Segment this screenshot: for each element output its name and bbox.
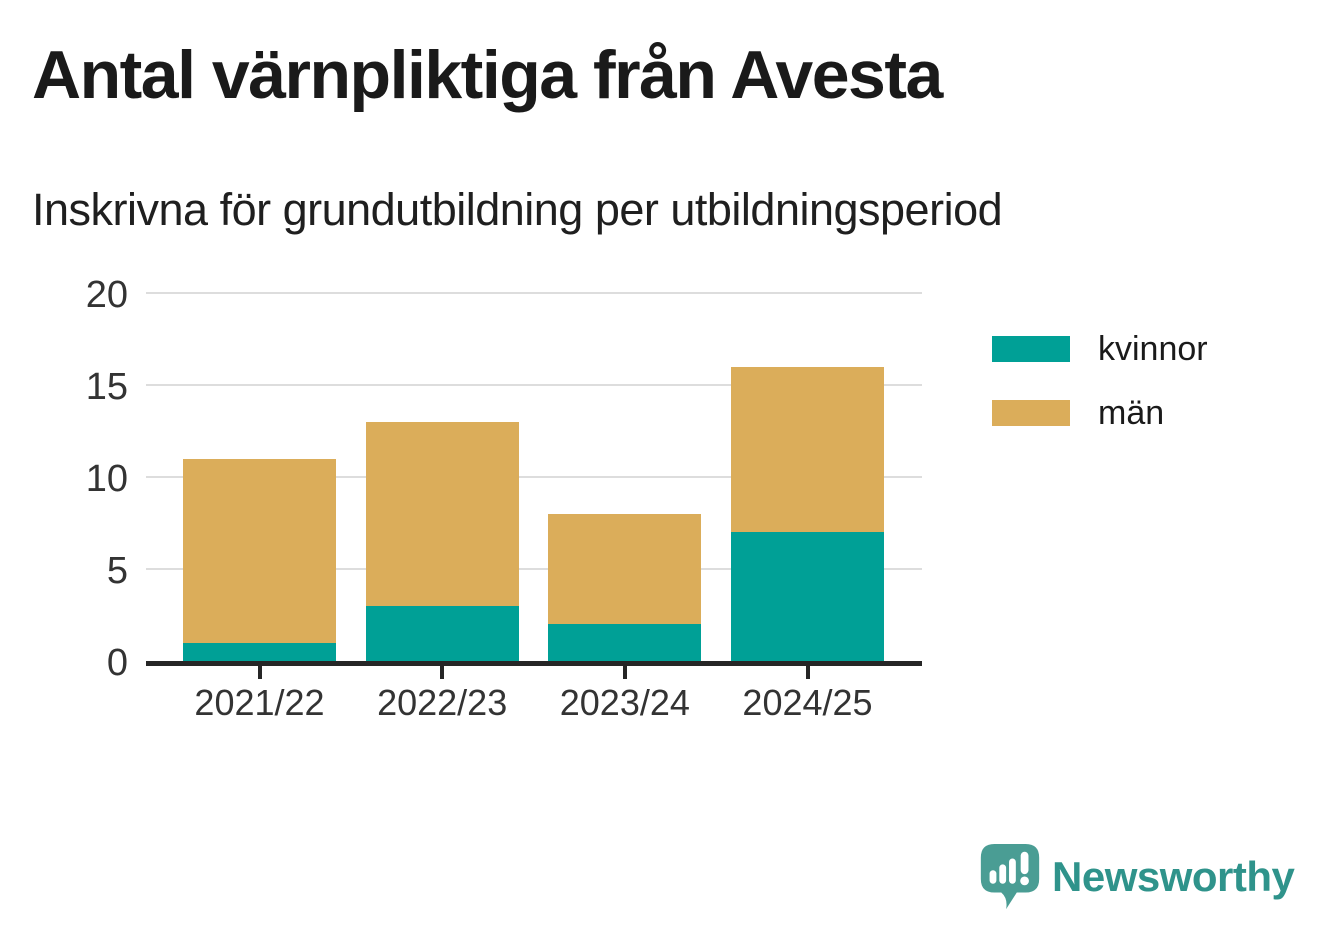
- bar-segment-män-2024-25: [731, 366, 884, 533]
- y-axis-tick-label: 10: [85, 458, 128, 500]
- legend-swatch-män: [992, 400, 1070, 426]
- x-axis-tick: [805, 666, 810, 679]
- legend-label: kvinnor: [1098, 330, 1208, 368]
- plot-area: 0 5 10 15 20 2021/22 2022/23 2023/24 2024/25: [86, 276, 922, 721]
- legend-label: män: [1098, 394, 1165, 432]
- y-axis-tick-label: 20: [85, 274, 128, 316]
- bar-segment-kvinnor-2023-24: [548, 624, 702, 661]
- chart-subtitle: Inskrivna för grundutbildning per utbild…: [32, 184, 1003, 235]
- chart-title: Antal värnpliktiga från Avesta: [32, 37, 943, 113]
- x-axis-category-label: 2021/22: [194, 682, 325, 723]
- y-axis-tick-label: 15: [85, 366, 128, 408]
- x-axis-category-label: 2024/25: [742, 682, 873, 723]
- y-axis-tick-label: 5: [106, 550, 128, 592]
- legend: kvinnor män: [992, 332, 1208, 430]
- bar-segment-män-2021-22: [183, 458, 336, 643]
- bar-segment-kvinnor-2021-22: [183, 642, 336, 661]
- gridline-y-20: [146, 292, 922, 294]
- legend-item-kvinnor: kvinnor: [992, 332, 1208, 366]
- bar-segment-kvinnor-2022-23: [365, 605, 519, 661]
- legend-swatch-kvinnor: [992, 336, 1070, 362]
- newsworthy-logo-text: Newsworthy: [1052, 853, 1295, 900]
- y-axis-tick-label: 0: [106, 642, 128, 684]
- x-axis-category-label: 2023/24: [559, 682, 690, 723]
- x-axis-tick: [440, 666, 445, 679]
- x-axis-category-label: 2022/23: [377, 682, 508, 723]
- gridline-y-15: [146, 384, 922, 386]
- x-axis-line: [146, 661, 922, 666]
- newsworthy-logo-icon: [980, 843, 1040, 910]
- x-axis-tick: [622, 666, 627, 679]
- bar-segment-män-2022-23: [365, 421, 519, 606]
- gridline-y-10: [146, 476, 922, 478]
- branding: Newsworthy: [978, 842, 1295, 912]
- x-axis-tick: [257, 666, 262, 679]
- legend-item-män: män: [992, 396, 1208, 430]
- bar-segment-män-2023-24: [548, 513, 702, 625]
- gridline-y-5: [146, 568, 922, 570]
- bar-segment-kvinnor-2024-25: [731, 532, 884, 661]
